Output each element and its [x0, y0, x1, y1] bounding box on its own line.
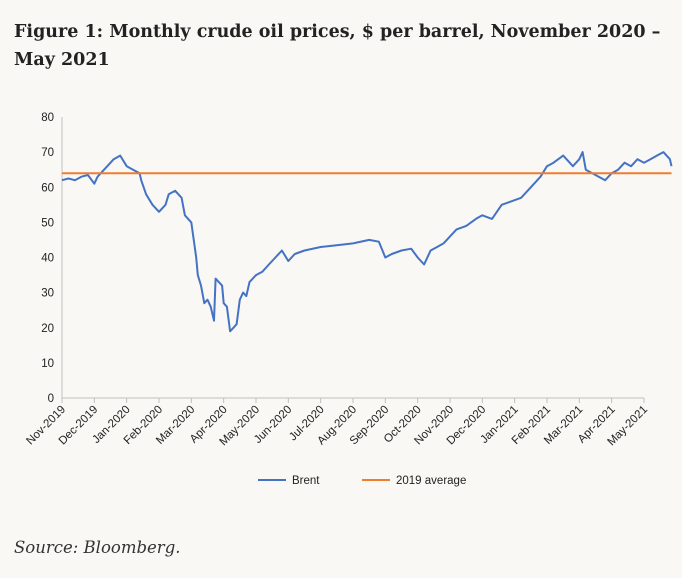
y-tick-label: 80 — [41, 112, 54, 124]
y-tick-label: 50 — [41, 217, 54, 229]
legend-label-0: Brent — [292, 475, 320, 487]
y-tick-label: 30 — [41, 288, 54, 300]
y-tick-label: 10 — [41, 358, 54, 370]
chart-area: 0 10 20 30 40 50 60 70 80 Nov-2019 Dec-2019 Jan-20… — [0, 100, 682, 510]
y-axis-ticks: 0 10 20 30 40 50 60 70 80 — [41, 112, 54, 405]
y-tick-label: 70 — [41, 147, 54, 159]
plot-lines — [61, 151, 673, 333]
chart-svg: 0 10 20 30 40 50 60 70 80 Nov-2019Dec-2019Jan-20… — [24, 112, 673, 487]
y-tick-label: 40 — [41, 253, 54, 265]
y-tick-label: 20 — [41, 323, 54, 335]
chart-legend: Brent 2019 average — [258, 475, 466, 487]
source-note: Source: Bloomberg. — [14, 538, 181, 557]
y-tick-label: 60 — [41, 182, 54, 194]
figure-title: Figure 1: Monthly crude oil prices, $ pe… — [14, 22, 661, 70]
x-axis-ticks: Nov-2019Dec-2019Jan-2020Feb-2020Mar-2020… — [24, 398, 650, 448]
y-tick-label: 0 — [48, 393, 54, 405]
legend-label-1: 2019 average — [396, 475, 466, 487]
series-line-0 — [61, 151, 673, 333]
